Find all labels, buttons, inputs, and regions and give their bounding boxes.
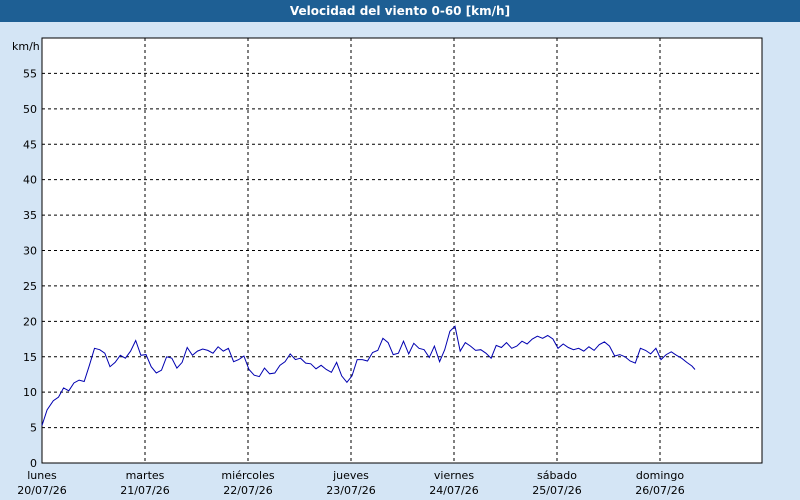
y-tick-label: 20	[23, 315, 37, 328]
y-tick-label: 5	[30, 422, 37, 435]
x-tick-date-label: 23/07/26	[326, 484, 375, 497]
x-tick-day-label: domingo	[636, 469, 684, 482]
y-tick-label: 35	[23, 209, 37, 222]
x-tick-day-label: miércoles	[221, 469, 274, 482]
x-tick-date-label: 21/07/26	[120, 484, 169, 497]
x-tick-date-label: 25/07/26	[532, 484, 581, 497]
x-tick-day-label: viernes	[434, 469, 474, 482]
x-tick-day-label: sábado	[537, 469, 577, 482]
y-tick-label: 15	[23, 351, 37, 364]
y-unit-label: km/h	[12, 40, 40, 53]
y-tick-label: 10	[23, 386, 37, 399]
y-tick-label: 30	[23, 245, 37, 258]
x-tick-date-label: 22/07/26	[223, 484, 272, 497]
y-tick-label: 55	[23, 67, 37, 80]
x-tick-day-label: jueves	[332, 469, 369, 482]
x-tick-date-label: 20/07/26	[17, 484, 66, 497]
y-tick-label: 0	[30, 457, 37, 470]
y-tick-label: 45	[23, 138, 37, 151]
y-tick-label: 25	[23, 280, 37, 293]
chart-title: Velocidad del viento 0-60 [km/h]	[0, 0, 800, 22]
x-tick-date-label: 24/07/26	[429, 484, 478, 497]
series-line-0	[41, 325, 696, 426]
y-tick-label: 40	[23, 174, 37, 187]
x-tick-day-label: martes	[126, 469, 165, 482]
y-tick-label: 50	[23, 103, 37, 116]
x-tick-day-label: lunes	[27, 469, 57, 482]
x-tick-date-label: 26/07/26	[635, 484, 684, 497]
y-axis: 0 5 10 15 20 25 30 35 40 45 50 55	[23, 67, 37, 470]
x-axis: lunes 20/07/26 martes 21/07/26 miércoles 22/0…	[17, 469, 684, 497]
series-layer	[41, 325, 696, 426]
grid	[42, 38, 762, 463]
